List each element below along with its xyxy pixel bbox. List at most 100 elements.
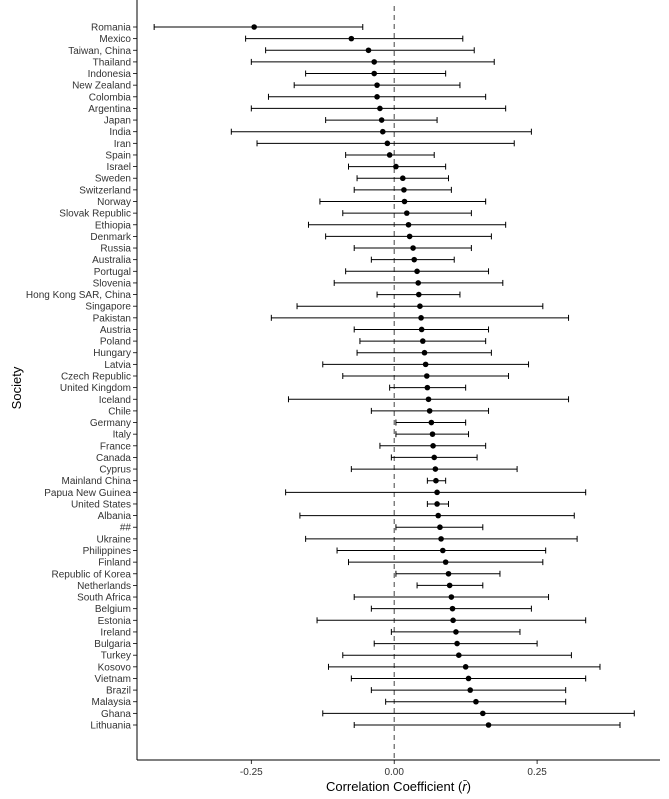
society-label: Ethiopia [95, 220, 132, 231]
society-label: Israel [107, 162, 131, 173]
society-label: Colombia [89, 92, 132, 103]
society-label: Australia [92, 255, 131, 266]
point-estimate [417, 303, 423, 310]
society-label: Vietnam [94, 674, 131, 685]
point-estimate [405, 221, 412, 228]
point-estimate [377, 105, 383, 112]
society-label: Spain [105, 150, 131, 161]
society-label: Czech Republic [61, 372, 131, 383]
society-label: Chile [108, 406, 131, 417]
point-estimate [406, 233, 413, 240]
point-estimate [431, 454, 438, 461]
point-estimate [432, 466, 439, 472]
society-label: Netherlands [77, 581, 131, 592]
society-label: Japan [104, 116, 131, 127]
point-estimate [384, 140, 391, 147]
society-label: Brazil [106, 686, 131, 697]
point-estimate [450, 617, 456, 624]
society-label: Italy [113, 430, 131, 441]
society-label: United Kingdom [60, 383, 131, 394]
point-estimate [411, 256, 418, 263]
point-estimate [473, 698, 479, 705]
society-label: Estonia [98, 616, 132, 627]
society-label: Denmark [90, 232, 132, 243]
point-estimate [401, 187, 407, 193]
point-estimate [422, 361, 429, 368]
point-estimate [462, 664, 469, 670]
point-estimate [393, 163, 399, 170]
y-tick-marks [133, 26, 137, 726]
point-estimate [415, 291, 422, 298]
x-axis-title: Correlation Coefficient (r̄) [326, 779, 471, 794]
society-label: Lithuania [90, 721, 131, 732]
y-axis-title: Society [9, 366, 24, 409]
point-estimate [433, 477, 439, 484]
society-label: Switzerland [79, 185, 131, 196]
society-label: Portugal [94, 267, 131, 278]
society-label: Germany [90, 418, 131, 429]
society-label: United States [71, 499, 131, 510]
point-estimate [419, 338, 426, 344]
point-estimate [448, 594, 455, 600]
society-label: Russia [100, 244, 131, 255]
society-label: Cyprus [99, 465, 131, 476]
society-label: Mainland China [62, 476, 132, 487]
point-estimate [421, 349, 428, 356]
x-axis-title-symbol: r̄ [462, 779, 467, 794]
x-ticks: -0.25 0.00 0.25 [240, 760, 547, 778]
society-label: Hong Kong SAR, China [26, 290, 132, 301]
point-estimate [418, 315, 424, 321]
society-label: Turkey [101, 651, 131, 662]
point-estimate [399, 175, 406, 182]
society-label: Malaysia [92, 697, 132, 708]
point-estimate [446, 582, 453, 589]
point-estimate [438, 536, 444, 542]
society-label: Thailand [93, 57, 131, 68]
point-estimate [429, 431, 436, 437]
society-label: Iran [114, 139, 131, 150]
society-label: Slovenia [93, 278, 132, 289]
society-label: Indonesia [88, 69, 132, 80]
society-label: Republic of Korea [52, 569, 132, 580]
society-label: Poland [100, 337, 131, 348]
society-label: Papua New Guinea [44, 488, 131, 499]
point-estimate [465, 675, 472, 682]
point-estimate [428, 419, 435, 426]
society-label: Austria [100, 325, 132, 336]
point-estimate [371, 70, 378, 77]
point-estimate [456, 652, 462, 658]
society-label: New Zealand [72, 81, 131, 92]
society-label: India [109, 127, 131, 138]
point-estimate [418, 326, 425, 333]
society-label: Romania [91, 23, 131, 34]
society-label: Mexico [99, 34, 131, 45]
point-estimate [435, 512, 442, 519]
x-tick-label: -0.25 [240, 767, 263, 778]
society-label: South Africa [77, 593, 131, 604]
point-estimate [439, 547, 446, 554]
point-estimate [251, 24, 257, 30]
society-label: Latvia [104, 360, 131, 371]
x-tick-label: 0.00 [384, 767, 404, 778]
society-label: Norway [97, 197, 131, 208]
point-estimate [348, 35, 355, 42]
society-label: Albania [98, 511, 132, 522]
x-axis-title-suffix: ) [467, 779, 471, 794]
point-estimate [467, 687, 474, 693]
society-label: Pakistan [93, 313, 131, 324]
point-estimate [454, 640, 460, 647]
point-estimate [378, 117, 385, 123]
society-label: Hungary [93, 348, 131, 359]
point-estimate [410, 245, 416, 251]
society-label: Ghana [101, 709, 131, 720]
society-label: Taiwan, China [68, 46, 131, 57]
x-tick-label: 0.25 [527, 767, 547, 778]
point-estimate [480, 710, 486, 717]
point-estimate [401, 198, 408, 205]
society-label: Kosovo [98, 662, 132, 673]
society-label: Singapore [85, 302, 131, 313]
point-estimate [449, 605, 456, 612]
point-estimate [386, 152, 393, 158]
point-estimates [251, 24, 492, 728]
point-estimate [453, 629, 459, 635]
